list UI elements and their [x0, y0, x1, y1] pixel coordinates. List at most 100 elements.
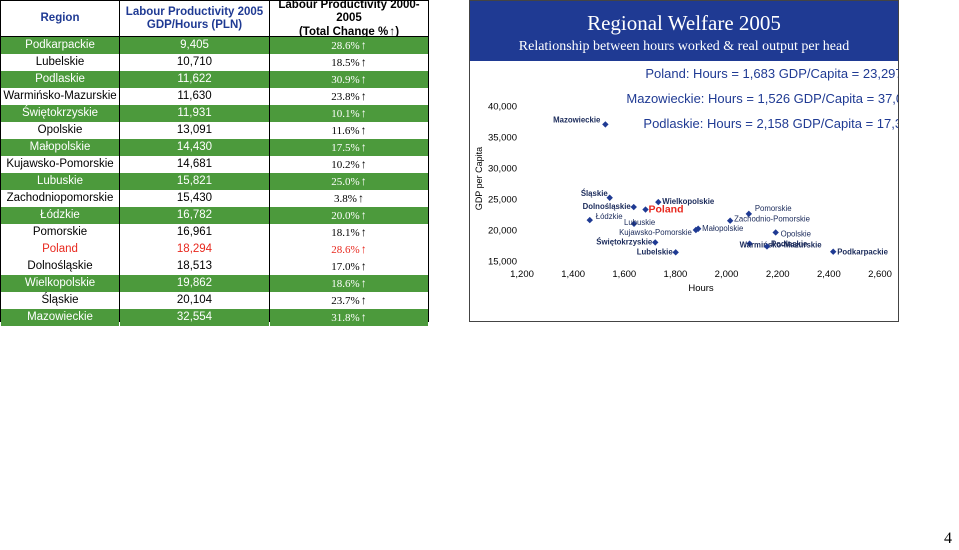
region-cell-text: Poland [42, 243, 78, 255]
productivity-cell-text: 18,513 [176, 260, 213, 272]
point-label: Małopolskie [702, 224, 743, 233]
productivity-cell-text: 19,862 [176, 277, 213, 289]
region-cell: Opolskie [1, 122, 119, 139]
productivity-cell-text: 15,430 [176, 192, 213, 204]
region-cell: Świętokrzyskie [1, 105, 119, 122]
productivity-cell: 9,405 [120, 37, 269, 54]
productivity-cell: 15,430 [120, 190, 269, 207]
change-cell: 18.6%↑ [270, 275, 428, 292]
data-point [830, 248, 837, 255]
up-arrow-icon: ↑ [360, 293, 367, 307]
header-change-line2: (Total Change % [298, 25, 389, 38]
productivity-cell-text: 32,554 [176, 311, 213, 323]
up-arrow-icon: ↑ [360, 140, 367, 154]
productivity-cell: 11,931 [120, 105, 269, 122]
change-cell: 25.0%↑ [270, 173, 428, 190]
productivity-cell-text: 10,710 [176, 56, 213, 68]
table-row: Warmińsko-Mazurskie 11,630 23.8%↑ [1, 88, 428, 105]
point-label: Kujawsko-Pomorskie [619, 228, 692, 237]
productivity-cell: 13,091 [120, 122, 269, 139]
change-cell-text: 17.5% [331, 142, 360, 154]
y-tick-label: 40,000 [488, 102, 517, 113]
region-cell-text: Kujawsko-Pomorskie [6, 158, 114, 170]
productivity-cell-text: 11,630 [177, 90, 212, 102]
change-cell: 30.9%↑ [270, 71, 428, 88]
table-row: Opolskie 13,091 11.6%↑ [1, 122, 428, 139]
table-row: Świętokrzyskie 11,931 10.1%↑ [1, 105, 428, 122]
change-cell: 17.0%↑ [270, 258, 428, 275]
data-point [630, 203, 637, 211]
region-cell-text: Opolskie [37, 124, 83, 136]
point-label: Mazowieckie [553, 115, 601, 124]
change-cell-text: 18.1% [331, 227, 360, 239]
region-cell-text: Lubelskie [35, 56, 85, 68]
x-axis-label: Hours [688, 283, 714, 294]
change-cell-text: 31.8% [331, 312, 360, 324]
header-productivity: Labour Productivity 2005 GDP/Hours (PLN) [120, 1, 269, 36]
up-arrow-icon: ↑ [360, 208, 367, 222]
region-cell-text: Dolnośląskie [27, 260, 93, 272]
up-arrow-icon: ↑ [360, 259, 367, 273]
change-cell-text: 18.6% [331, 278, 360, 290]
y-tick-label: 25,000 [488, 195, 517, 206]
productivity-cell-text: 11,622 [177, 73, 212, 85]
region-cell-text: Warmińsko-Mazurskie [3, 90, 117, 102]
productivity-cell-text: 15,821 [176, 175, 213, 187]
region-cell: Lubuskie [1, 173, 119, 190]
data-point [672, 249, 679, 256]
change-cell: 28.6%↑ [270, 37, 428, 54]
table-row: Dolnośląskie 18,513 17.0%↑ [1, 258, 428, 275]
productivity-cell: 19,862 [120, 275, 269, 292]
point-label: Lubelskie [637, 247, 674, 256]
point-label: Świętokrzyskie [596, 237, 653, 246]
productivity-cell: 14,430 [120, 139, 269, 156]
data-point [652, 239, 659, 246]
point-label: Lubuskie [624, 218, 655, 227]
x-tick-label: 2,200 [766, 269, 790, 280]
up-arrow-icon: ↑ [360, 55, 367, 69]
data-point [642, 206, 649, 213]
up-arrow-icon: ↑ [360, 72, 367, 86]
change-cell-text: 23.8% [331, 91, 360, 103]
change-cell: 10.1%↑ [270, 105, 428, 122]
x-tick-label: 2,600 [868, 269, 892, 280]
productivity-cell-text: 9,405 [180, 39, 209, 51]
up-arrow-icon: ↑ [360, 276, 367, 290]
region-cell: Pomorskie [1, 224, 119, 241]
point-label: Wielkopolskie [662, 197, 715, 206]
region-cell: Lubelskie [1, 54, 119, 71]
annotation-text: Podlaskie: Hours = 2,158 GDP/Capita = 17… [643, 116, 898, 131]
annotation-text: Poland: Hours = 1,683 GDP/Capita = 23,29… [645, 66, 898, 81]
table-row: Podkarpackie 9,405 28.6%↑ [1, 37, 428, 54]
region-cell-text: Pomorskie [32, 226, 88, 238]
up-arrow-icon: ↑ [360, 123, 367, 137]
up-arrow-icon: ↑ [360, 225, 367, 239]
up-arrow-icon: ↑ [357, 191, 364, 205]
region-cell-text: Świętokrzyskie [21, 107, 99, 119]
header-productivity-line1: Labour Productivity 2005 [125, 5, 264, 18]
productivity-cell: 14,681 [120, 156, 269, 173]
region-cell: Warmińsko-Mazurskie [1, 88, 119, 105]
region-cell-text: Mazowieckie [27, 311, 93, 323]
change-cell-text: 23.7% [331, 295, 360, 307]
header-change: Labour Productivity 2000-2005 (Total Cha… [270, 0, 428, 38]
point-label: Śląskie [581, 189, 609, 198]
header-productivity-line2: GDP/Hours (PLN) [146, 18, 243, 31]
region-cell-text: Małopolskie [29, 141, 91, 153]
point-label: Podkarpackie [837, 248, 888, 257]
point-label: Łódzkie [596, 212, 623, 221]
productivity-cell: 15,821 [120, 173, 269, 190]
up-arrow-icon: ↑ [360, 89, 367, 103]
productivity-cell-text: 18,294 [176, 243, 213, 255]
point-label: Opolskie [781, 229, 811, 238]
y-axis-label: GDP per Capita [474, 147, 484, 210]
data-point [694, 225, 702, 232]
up-arrow-icon: ↑ [360, 38, 367, 52]
productivity-cell-text: 14,430 [176, 141, 213, 153]
chart-title-band [470, 1, 898, 61]
up-arrow-icon: ↑ [360, 174, 367, 188]
change-cell-text: 28.6% [331, 244, 360, 256]
x-tick-label: 2,000 [715, 269, 739, 280]
chart-subtitle: Relationship between hours worked & real… [518, 39, 850, 54]
table-row: Wielkopolskie 19,862 18.6%↑ [1, 275, 428, 292]
